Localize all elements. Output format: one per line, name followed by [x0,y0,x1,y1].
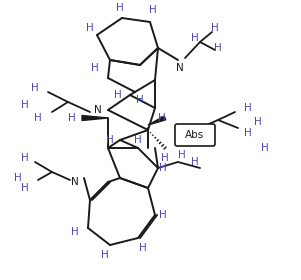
Text: H: H [139,243,147,253]
Text: H: H [114,90,122,100]
Text: H: H [21,153,29,163]
Text: H: H [101,250,109,260]
Polygon shape [148,116,166,125]
Text: H: H [244,103,252,113]
Text: H: H [21,183,29,193]
Text: H: H [211,23,219,33]
FancyBboxPatch shape [175,124,215,146]
Text: H: H [86,23,94,33]
Text: H: H [134,135,142,145]
Text: H: H [136,95,144,105]
Text: H: H [34,113,42,123]
Text: N: N [176,63,184,73]
Text: H: H [21,100,29,110]
Text: H: H [244,128,252,138]
Text: H: H [191,157,199,167]
Text: H: H [149,5,157,15]
Polygon shape [82,116,108,120]
Text: H: H [191,33,199,43]
Text: H: H [214,43,222,53]
Text: H: H [106,135,114,145]
Text: H: H [178,150,186,160]
Text: H: H [254,117,262,127]
Text: H: H [159,163,167,173]
Text: H: H [158,113,166,123]
Text: H: H [159,210,167,220]
Text: N: N [94,105,102,115]
Text: H: H [31,83,39,93]
Text: H: H [68,113,76,123]
Text: H: H [14,173,22,183]
Text: H: H [91,63,99,73]
Text: N: N [71,177,79,187]
Text: H: H [261,143,269,153]
Text: H: H [71,227,79,237]
Text: Abs: Abs [185,130,205,140]
Text: H: H [116,3,124,13]
Text: H: H [161,153,169,163]
